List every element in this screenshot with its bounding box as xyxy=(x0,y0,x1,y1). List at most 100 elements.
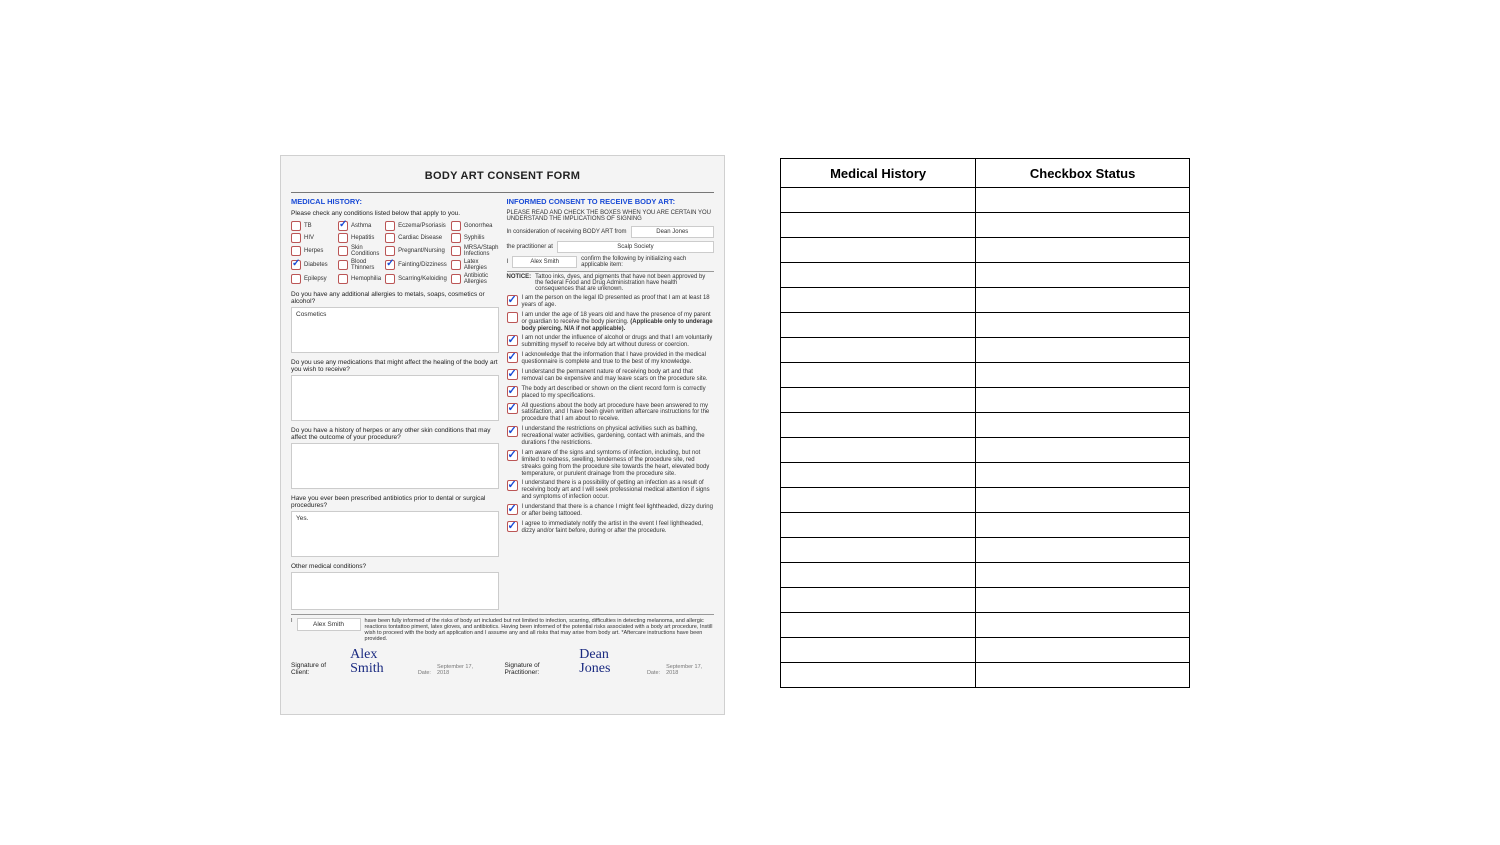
checkbox-icon[interactable] xyxy=(507,312,518,323)
condition-item[interactable]: Asthma xyxy=(338,221,381,231)
left-column: MEDICAL HISTORY: Please check any condit… xyxy=(291,193,499,610)
checkbox-icon[interactable] xyxy=(507,403,518,414)
condition-item[interactable]: Syphilis xyxy=(451,233,499,243)
checkbox-icon[interactable] xyxy=(338,233,348,243)
pract-signature[interactable]: Dean Jones xyxy=(579,648,641,676)
condition-item[interactable]: Fainting/Dizziness xyxy=(385,259,447,271)
checkbox-icon[interactable] xyxy=(385,246,395,256)
decl-name[interactable]: Alex Smith xyxy=(297,618,361,631)
condition-label: Fainting/Dizziness xyxy=(398,262,447,268)
consent-form: BODY ART CONSENT FORM MEDICAL HISTORY: P… xyxy=(280,155,725,715)
checkbox-icon[interactable] xyxy=(451,246,461,256)
condition-item[interactable]: Herpes xyxy=(291,245,334,257)
consent-item[interactable]: I am under the age of 18 years old and h… xyxy=(507,312,715,333)
table-cell xyxy=(781,513,976,538)
at-value[interactable]: Scalp Society xyxy=(557,241,714,253)
checkbox-icon[interactable] xyxy=(507,295,518,306)
q5-answer[interactable] xyxy=(291,572,499,610)
checkbox-icon[interactable] xyxy=(385,274,395,284)
client-signature[interactable]: Alex Smith xyxy=(350,648,412,676)
confirm-name[interactable]: Alex Smith xyxy=(512,256,577,268)
condition-item[interactable]: Latex Allergies xyxy=(451,259,499,271)
condition-item[interactable]: Epilepsy xyxy=(291,273,334,285)
consent-item[interactable]: I understand there is a possibility of g… xyxy=(507,480,715,501)
checkbox-icon[interactable] xyxy=(451,233,461,243)
checkbox-icon[interactable] xyxy=(451,260,461,270)
consent-item[interactable]: I acknowledge that the information that … xyxy=(507,352,715,366)
table-cell xyxy=(781,613,976,638)
checkbox-icon[interactable] xyxy=(338,246,348,256)
checkbox-icon[interactable] xyxy=(507,480,518,491)
table-cell xyxy=(976,313,1190,338)
condition-label: Skin Conditions xyxy=(351,245,381,257)
consent-item[interactable]: The body art described or shown on the c… xyxy=(507,386,715,400)
checkbox-icon[interactable] xyxy=(507,386,518,397)
consent-item[interactable]: I am aware of the signs and symtoms of i… xyxy=(507,450,715,478)
from-value[interactable]: Dean Jones xyxy=(631,226,714,238)
checkbox-icon[interactable] xyxy=(338,260,348,270)
q4-answer[interactable]: Yes. xyxy=(291,511,499,557)
consent-text: I understand the permanent nature of rec… xyxy=(522,369,715,383)
condition-item[interactable]: MRSA/Staph Infections xyxy=(451,245,499,257)
checkbox-icon[interactable] xyxy=(507,504,518,515)
checkbox-icon[interactable] xyxy=(507,521,518,532)
condition-label: Hemophilia xyxy=(351,276,381,282)
checkbox-icon[interactable] xyxy=(507,450,518,461)
consent-text: I am aware of the signs and symtoms of i… xyxy=(522,450,715,478)
condition-item[interactable]: HIV xyxy=(291,233,334,243)
checkbox-icon[interactable] xyxy=(507,335,518,346)
condition-item[interactable]: Pregnant/Nursing xyxy=(385,245,447,257)
consent-item[interactable]: I understand that there is a chance I mi… xyxy=(507,504,715,518)
table-row xyxy=(781,188,1190,213)
table-cell xyxy=(781,288,976,313)
condition-item[interactable]: TB xyxy=(291,221,334,231)
checkbox-icon[interactable] xyxy=(291,246,301,256)
declaration-block: I Alex Smith have been fully informed of… xyxy=(291,614,714,676)
checkbox-icon[interactable] xyxy=(291,221,301,231)
condition-item[interactable]: Eczema/Psoriasis xyxy=(385,221,447,231)
condition-item[interactable]: Diabetes xyxy=(291,259,334,271)
consent-item[interactable]: I am the person on the legal ID presente… xyxy=(507,295,715,309)
checkbox-icon[interactable] xyxy=(451,274,461,284)
condition-item[interactable]: Hepatitis xyxy=(338,233,381,243)
q2-answer[interactable] xyxy=(291,375,499,421)
checkbox-icon[interactable] xyxy=(291,260,301,270)
checkbox-icon[interactable] xyxy=(385,233,395,243)
consent-item[interactable]: I am not under the influence of alcohol … xyxy=(507,335,715,349)
table-cell xyxy=(781,638,976,663)
checkbox-icon[interactable] xyxy=(338,274,348,284)
consent-item[interactable]: All questions about the body art procedu… xyxy=(507,403,715,424)
consent-item[interactable]: I agree to immediately notify the artist… xyxy=(507,521,715,535)
checkbox-icon[interactable] xyxy=(291,233,301,243)
table-cell xyxy=(976,238,1190,263)
condition-item[interactable]: Skin Conditions xyxy=(338,245,381,257)
signature-row: Signature of Client: Alex Smith Date: Se… xyxy=(291,648,714,676)
condition-item[interactable]: Hemophilia xyxy=(338,273,381,285)
table-row xyxy=(781,263,1190,288)
checkbox-icon[interactable] xyxy=(385,260,395,270)
consent-item[interactable]: I understand the permanent nature of rec… xyxy=(507,369,715,383)
pract-sig-label: Signature of Practitioner: xyxy=(505,662,574,676)
consent-item[interactable]: I understand the restrictions on physica… xyxy=(507,426,715,447)
checkbox-icon[interactable] xyxy=(451,221,461,231)
checkbox-icon[interactable] xyxy=(507,426,518,437)
table-cell xyxy=(781,338,976,363)
confirm-i: I xyxy=(507,259,509,265)
table-cell xyxy=(976,188,1190,213)
checkbox-icon[interactable] xyxy=(507,369,518,380)
checkbox-icon[interactable] xyxy=(507,352,518,363)
q1-answer[interactable]: Cosmetics xyxy=(291,307,499,353)
checkbox-icon[interactable] xyxy=(385,221,395,231)
checkbox-icon[interactable] xyxy=(291,274,301,284)
medical-history-instruction: Please check any conditions listed below… xyxy=(291,210,499,217)
q3-answer[interactable] xyxy=(291,443,499,489)
checkbox-icon[interactable] xyxy=(338,221,348,231)
table-row xyxy=(781,488,1190,513)
condition-item[interactable]: Antibiotic Allergies xyxy=(451,273,499,285)
condition-item[interactable]: Gonorrhea xyxy=(451,221,499,231)
condition-item[interactable]: Blood Thinners xyxy=(338,259,381,271)
condition-item[interactable]: Scarring/Keloiding xyxy=(385,273,447,285)
condition-item[interactable]: Cardiac Disease xyxy=(385,233,447,243)
table-cell xyxy=(781,213,976,238)
consent-text: I am not under the influence of alcohol … xyxy=(522,335,715,349)
